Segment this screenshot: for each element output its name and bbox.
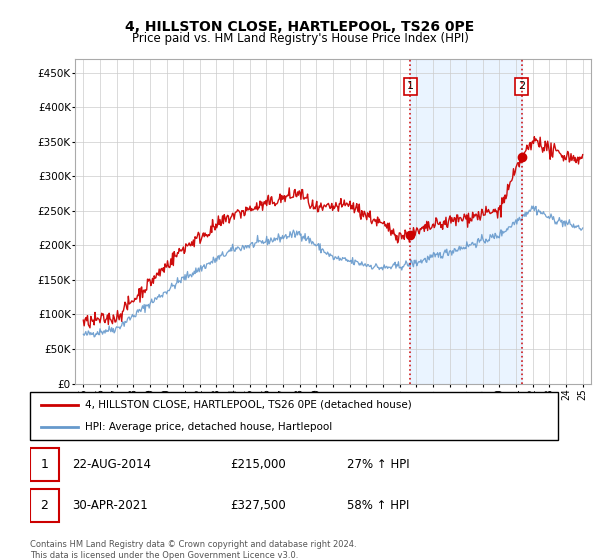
Bar bbox=[30, 489, 59, 522]
Text: Price paid vs. HM Land Registry's House Price Index (HPI): Price paid vs. HM Land Registry's House … bbox=[131, 32, 469, 45]
Text: 4, HILLSTON CLOSE, HARTLEPOOL, TS26 0PE: 4, HILLSTON CLOSE, HARTLEPOOL, TS26 0PE bbox=[125, 20, 475, 34]
Text: £327,500: £327,500 bbox=[230, 500, 286, 512]
Text: 22-AUG-2014: 22-AUG-2014 bbox=[72, 459, 151, 472]
Text: 1: 1 bbox=[40, 459, 48, 472]
Text: 2: 2 bbox=[518, 81, 525, 91]
Text: £215,000: £215,000 bbox=[230, 459, 286, 472]
Text: 30-APR-2021: 30-APR-2021 bbox=[72, 500, 148, 512]
Text: 27% ↑ HPI: 27% ↑ HPI bbox=[347, 459, 409, 472]
Text: 58% ↑ HPI: 58% ↑ HPI bbox=[347, 500, 409, 512]
Bar bbox=[30, 449, 59, 482]
Text: 2: 2 bbox=[40, 500, 48, 512]
Text: 4, HILLSTON CLOSE, HARTLEPOOL, TS26 0PE (detached house): 4, HILLSTON CLOSE, HARTLEPOOL, TS26 0PE … bbox=[85, 400, 412, 410]
Text: 1: 1 bbox=[407, 81, 414, 91]
Text: HPI: Average price, detached house, Hartlepool: HPI: Average price, detached house, Hart… bbox=[85, 422, 332, 432]
Bar bbox=[410, 59, 521, 384]
Text: Contains HM Land Registry data © Crown copyright and database right 2024.
This d: Contains HM Land Registry data © Crown c… bbox=[30, 540, 356, 560]
